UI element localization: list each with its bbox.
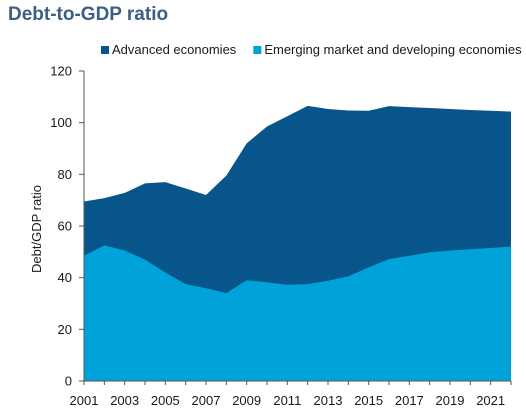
legend-swatch xyxy=(253,46,262,54)
y-tick-label: 120 xyxy=(50,64,72,79)
x-tick-label: 2015 xyxy=(354,393,383,408)
x-tick-label: 2001 xyxy=(70,393,99,408)
x-tick-label: 2007 xyxy=(192,393,221,408)
y-tick-label: 80 xyxy=(58,167,72,182)
area-series-emerging-economies xyxy=(84,245,511,381)
y-axis-title: Debt/GDP ratio xyxy=(29,185,44,273)
x-tick-label: 2009 xyxy=(232,393,261,408)
x-tick-label: 2005 xyxy=(151,393,180,408)
y-tick-label: 100 xyxy=(50,115,72,130)
area-layer xyxy=(84,105,511,381)
legend-label: Emerging market and developing economies xyxy=(264,42,522,57)
legend-swatch xyxy=(101,46,109,54)
x-tick-label: 2019 xyxy=(436,393,465,408)
x-tick-label: 2003 xyxy=(110,393,139,408)
legend-label: Advanced economies xyxy=(112,42,237,57)
x-tick-label: 2013 xyxy=(314,393,343,408)
y-tick-label: 20 xyxy=(58,322,72,337)
chart-title: Debt-to-GDP ratio xyxy=(8,4,169,25)
legend: Advanced economies Emerging market and de… xyxy=(101,42,522,57)
x-tick-label: 2011 xyxy=(273,393,301,408)
x-tick-label: 2017 xyxy=(395,393,424,408)
y-tick-label: 40 xyxy=(58,270,72,285)
axes-layer: 0 20 40 60 80 100 120 2001 2003 2005 2007 2009 2011 2… xyxy=(29,64,512,408)
y-tick-label: 0 xyxy=(65,374,72,389)
y-tick-label: 60 xyxy=(58,219,72,234)
x-tick-label: 2021 xyxy=(476,393,505,408)
